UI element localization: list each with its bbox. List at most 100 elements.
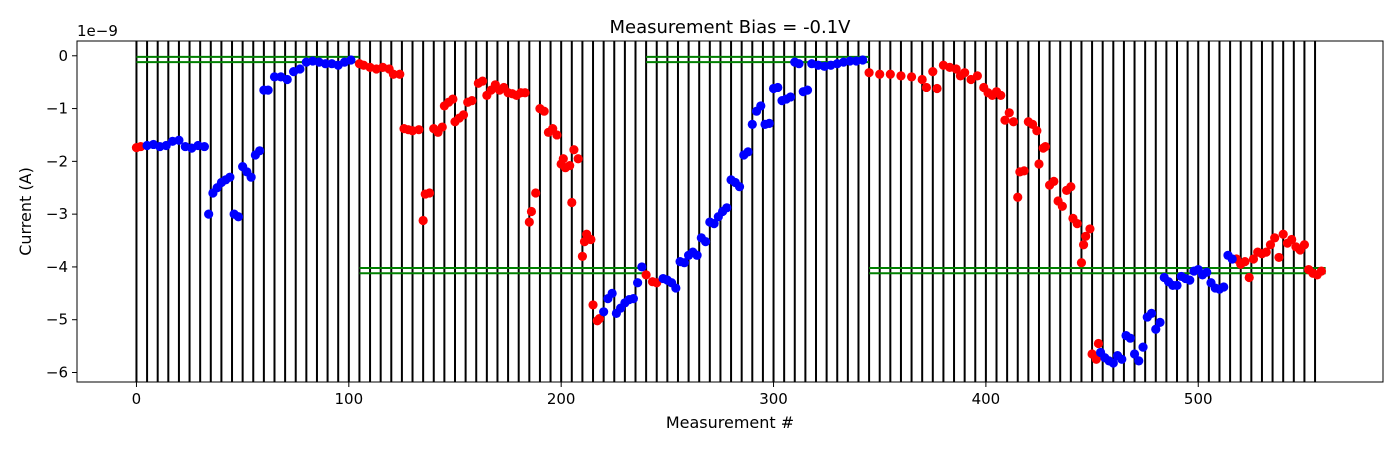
data-point-blue	[637, 262, 647, 272]
data-point-red	[1057, 201, 1067, 211]
data-point-red	[1261, 247, 1271, 257]
y-tick-label: 0	[58, 47, 68, 65]
x-tick-label: 100	[334, 390, 363, 408]
data-point-red	[388, 69, 399, 79]
data-point-red	[896, 71, 906, 81]
data-point-red	[1265, 240, 1276, 250]
data-point-blue	[225, 172, 235, 182]
data-point-red	[526, 206, 537, 217]
data-point-blue	[204, 209, 214, 219]
data-point-blue	[607, 288, 617, 298]
data-point-red	[520, 88, 530, 98]
data-point-red	[921, 82, 932, 93]
data-point-red	[539, 106, 549, 116]
data-point-red	[458, 110, 469, 120]
y-axis-ticks: 0 −1 −2 −3 −4 −5 −6	[46, 47, 77, 381]
data-point-red	[531, 188, 541, 198]
x-tick-label: 200	[547, 390, 576, 408]
data-point-blue	[764, 118, 774, 128]
data-point-red	[552, 130, 562, 140]
data-point-blue	[785, 92, 796, 102]
data-point-blue	[1202, 267, 1212, 277]
y-tick-label: −3	[46, 205, 68, 223]
data-point-red	[1244, 272, 1254, 283]
data-point-red	[478, 76, 488, 86]
data-point-red	[1081, 231, 1091, 241]
data-point-blue	[199, 141, 210, 152]
y-tick-label: −4	[46, 258, 68, 276]
data-point-red	[932, 83, 942, 94]
data-point-red	[951, 64, 961, 74]
data-point-blue	[295, 64, 305, 74]
reference-bands-group	[136, 55, 1326, 275]
data-point-red	[1049, 176, 1059, 187]
data-point-red	[524, 217, 534, 227]
data-point-blue	[734, 182, 745, 192]
data-point-red	[641, 270, 651, 280]
data-point-red	[1299, 240, 1310, 250]
data-point-red	[565, 160, 575, 171]
y-axis-label: Current (A)	[16, 167, 35, 256]
data-point-red	[1066, 182, 1076, 192]
data-point-red	[906, 72, 917, 82]
y-axis-offset-label: 1e−9	[77, 22, 118, 40]
data-point-blue	[858, 55, 868, 65]
data-point-blue	[1227, 254, 1237, 264]
data-point-red	[424, 188, 435, 198]
y-tick-label: −2	[46, 152, 68, 170]
data-point-red	[418, 215, 428, 226]
data-point-blue	[773, 82, 783, 93]
data-point-blue	[1138, 342, 1148, 352]
data-point-red	[1278, 229, 1288, 239]
data-point-blue	[263, 85, 273, 95]
data-point-blue	[282, 74, 292, 85]
data-point-red	[414, 125, 424, 135]
data-point-blue	[628, 293, 638, 304]
data-point-red	[1248, 254, 1259, 264]
data-point-blue	[269, 72, 280, 82]
x-tick-label: 400	[972, 390, 1001, 408]
data-point-blue	[1155, 317, 1165, 327]
data-point-red	[594, 314, 605, 324]
data-point-red	[1019, 166, 1029, 176]
data-point-red	[1085, 224, 1095, 234]
data-point-blue	[709, 219, 719, 229]
data-point-red	[996, 90, 1006, 100]
data-point-red	[1240, 257, 1250, 267]
data-point-blue	[1125, 333, 1135, 343]
x-axis-ticks: 0 100 200 300 400 500	[132, 382, 1213, 408]
data-point-blue	[1117, 354, 1127, 364]
data-point-red	[1078, 240, 1089, 250]
data-point-red	[1034, 159, 1044, 169]
y-tick-label: −1	[46, 100, 68, 118]
data-point-blue	[722, 203, 732, 213]
data-point-blue	[747, 119, 757, 130]
data-point-blue	[346, 55, 356, 65]
data-point-blue	[679, 258, 689, 268]
x-tick-label: 300	[759, 390, 788, 408]
data-point-blue	[743, 147, 753, 157]
x-tick-label: 500	[1184, 390, 1213, 408]
data-point-blue	[700, 236, 711, 247]
data-point-blue	[802, 85, 813, 95]
data-point-red	[885, 69, 895, 79]
data-point-red	[586, 234, 596, 245]
data-point-blue	[671, 283, 681, 293]
data-point-red	[1072, 219, 1082, 229]
chart-title: Measurement Bias = -0.1V	[609, 17, 851, 38]
plot-frame	[76, 40, 1384, 383]
data-point-blue	[633, 278, 643, 288]
data-point-red	[588, 300, 598, 310]
data-point-blue	[1146, 308, 1157, 318]
data-point-blue	[320, 59, 331, 69]
x-tick-label: 0	[132, 390, 142, 408]
data-point-red	[1032, 126, 1042, 136]
data-point-red	[573, 154, 583, 164]
data-point-red	[437, 122, 447, 132]
data-point-blue	[1129, 349, 1140, 359]
data-point-red	[1040, 141, 1050, 152]
data-point-red	[960, 68, 970, 78]
data-point-red	[1008, 117, 1019, 127]
data-point-blue	[1151, 324, 1161, 334]
data-point-red	[875, 69, 885, 79]
